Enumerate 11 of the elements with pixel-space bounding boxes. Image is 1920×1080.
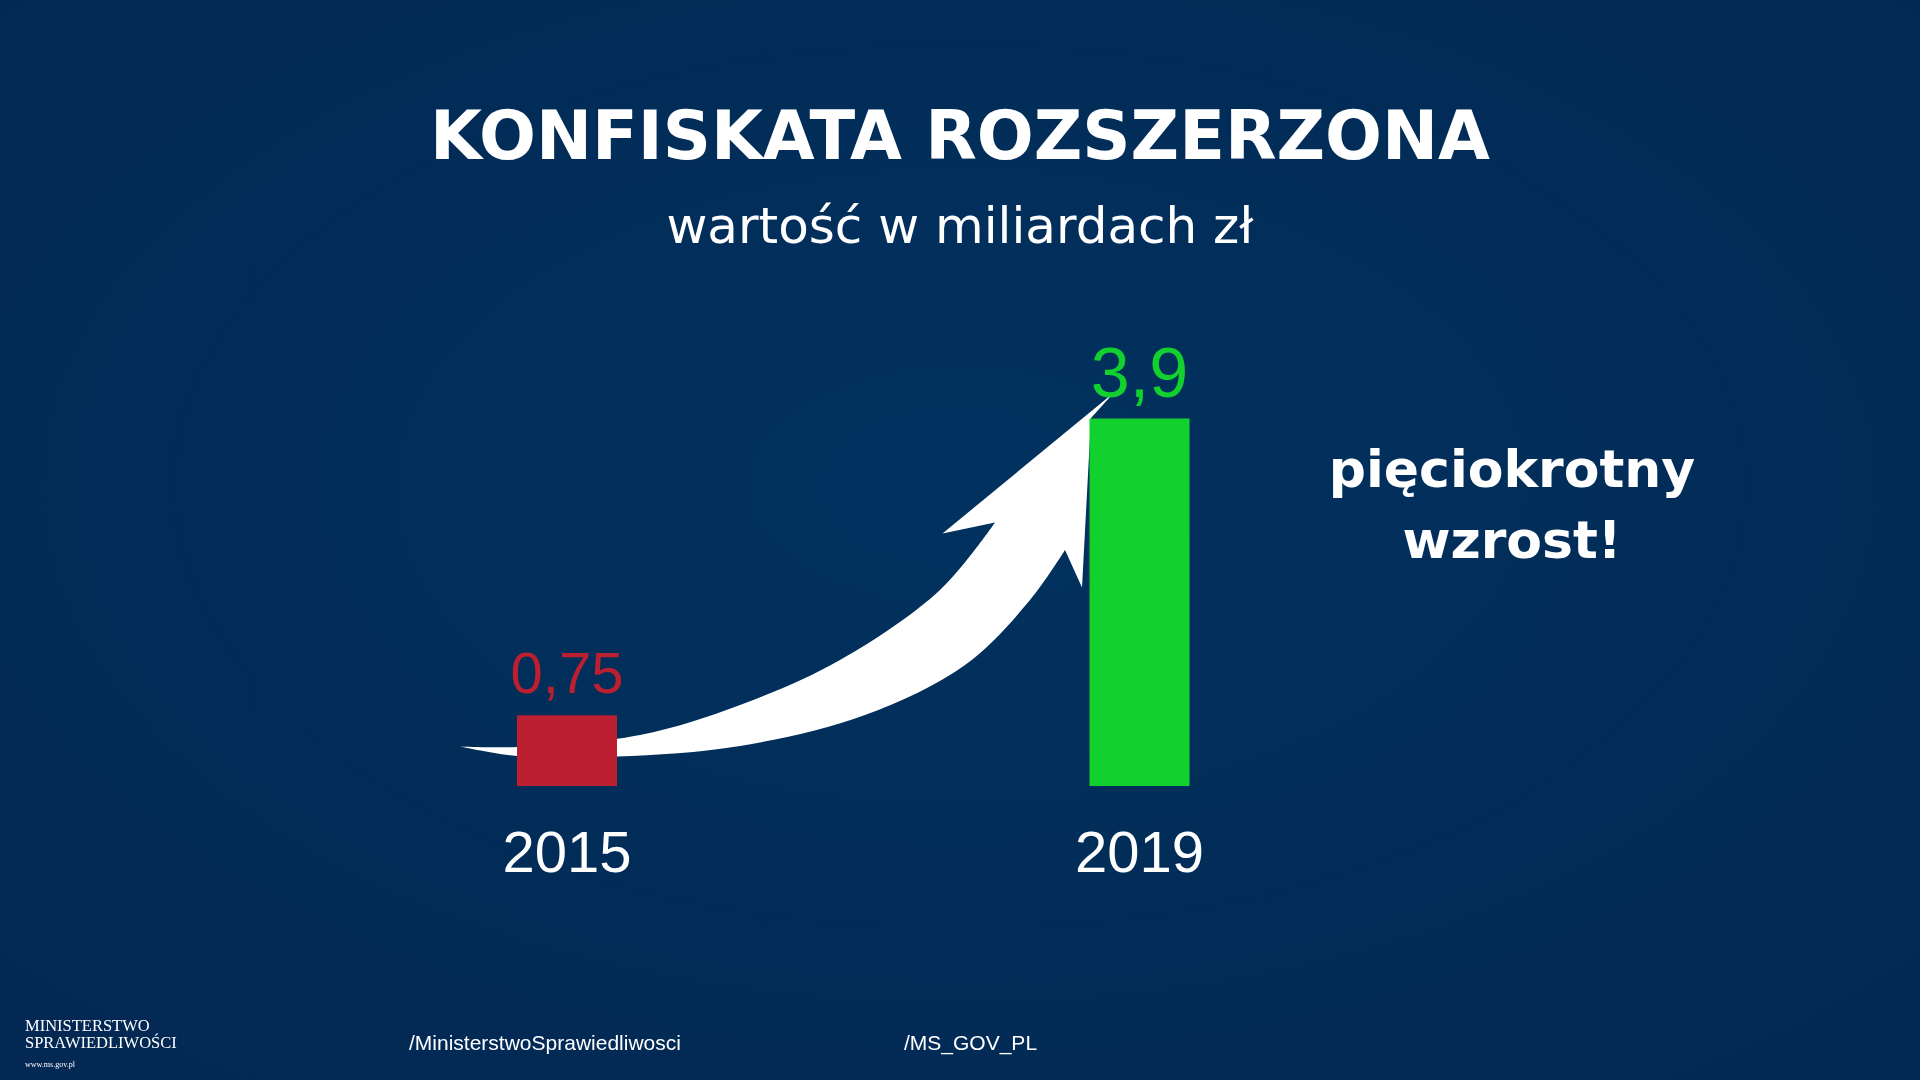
chart-title: KONFISKATA ROZSZERZONA	[430, 97, 1491, 175]
x-tick-label: 2019	[1074, 819, 1205, 884]
data-label: 0,75	[510, 640, 624, 706]
text: www.ms.gov.pl	[25, 1060, 76, 1069]
text: /MinisterstwoSprawiedliwosci	[409, 1031, 681, 1054]
chart-subtitle: wartość w miliardach zł	[666, 197, 1255, 255]
annotation: pięciokrotny wzrost!	[1328, 439, 1696, 570]
text: MINISTERSTWO SPRAWIEDLIWOŚCI	[25, 1015, 177, 1052]
data-label: 3,9	[1090, 333, 1189, 412]
text: /MS_GOV_PL	[904, 1031, 1038, 1055]
x-tick-label: 2015	[502, 819, 632, 884]
